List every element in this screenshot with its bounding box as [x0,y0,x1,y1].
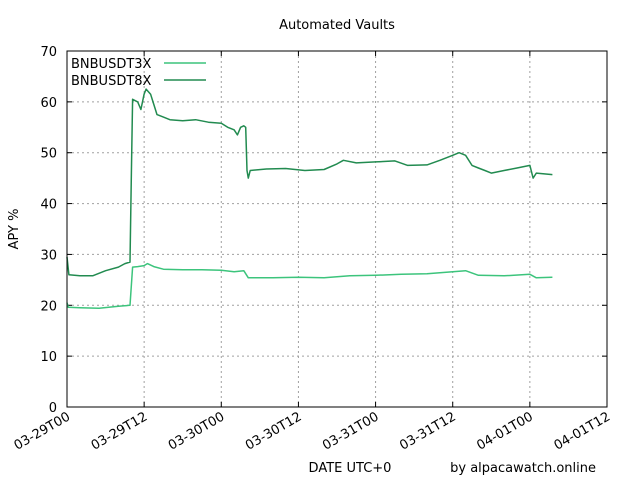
x-tick-label: 03-30T12 [243,409,304,453]
x-tick-label: 03-31T12 [397,409,458,453]
y-tick-label: 20 [40,299,57,314]
x-tick-label: 03-30T00 [166,409,227,453]
y-axis-ticks: 0 10 20 30 40 50 60 70 [40,45,607,416]
legend-label: BNBUSDT8X [71,74,152,89]
x-tick-label: 03-31T00 [320,409,381,453]
chart-title: Automated Vaults [279,18,395,33]
y-tick-label: 40 [40,198,57,213]
series-line-bnbusdt8x [66,88,553,277]
credit-text: by alpacawatch.online [450,461,596,476]
y-tick-label: 50 [40,147,57,162]
series-line-bnbusdt3x [66,262,553,310]
x-tick-label: 03-29T12 [89,409,150,453]
y-tick-label: 0 [49,401,57,416]
y-tick-label: 30 [40,248,57,263]
x-tick-label: 04-01T12 [552,409,613,453]
plot-border [66,50,608,408]
x-tick-label: 04-01T00 [474,409,535,453]
y-axis-label: APY % [7,209,22,250]
legend-label: BNBUSDT3X [71,57,152,72]
grid-lines [67,51,607,407]
y-tick-label: 60 [40,96,57,111]
y-tick-label: 10 [40,350,57,365]
series-lines [66,88,553,310]
y-tick-label: 70 [40,45,57,60]
x-axis-ticks: 03-29T00 03-29T12 03-30T00 03-30T12 03-31T00… [12,51,613,454]
x-axis-label: DATE UTC+0 [309,461,392,476]
legend: BNBUSDT3X BNBUSDT8X [71,57,206,89]
x-tick-label: 03-29T00 [12,409,73,453]
